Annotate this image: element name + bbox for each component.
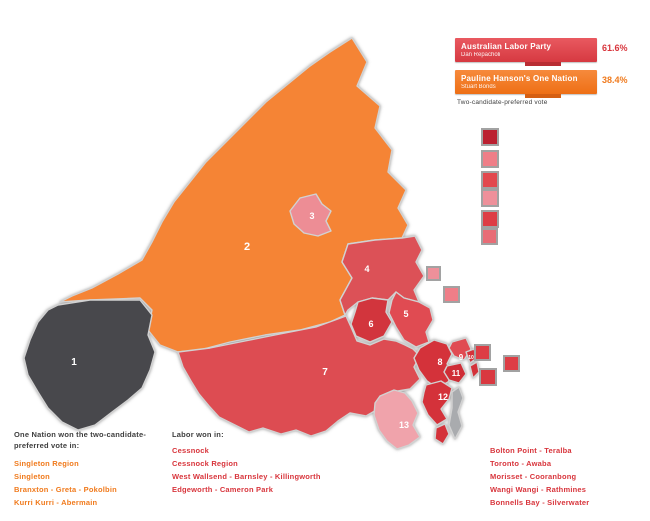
sa2-region-12 [421,380,453,426]
sa2-region-5 [388,291,434,348]
region-number-label-5: 5 [403,309,408,319]
legend-accent-tab [525,62,561,66]
region-number-label-13: 13 [399,420,409,430]
callout-square-7 [426,266,441,281]
sa2-name-item: Bonnells Bay - Silverwater [490,498,590,507]
sa2-name-item: Bolton Point - Teralba [490,446,572,455]
region-number-label-2: 2 [244,241,250,253]
sa2-name-item: Edgeworth - Cameron Park [172,485,274,494]
region-number-label-3: 3 [309,211,314,221]
one-nation-won-list: Singleton Region Singleton Branxton - Gret… [14,457,117,509]
callout-square-5 [481,210,499,228]
legend-entry-labor: Australian Labor Party Dan Repacholi [455,38,597,66]
sa2-region-13 [373,389,421,450]
bottom-legend-one-nation-header-line2: preferred vote in: [14,441,80,450]
labor-percentage: 61.6% [602,43,628,53]
callout-square-9 [474,344,491,361]
sa2-name-item: Morisset - Cooranbong [490,472,577,481]
sa2-region-11 [443,362,467,384]
sa2-name-item: Toronto - Awaba [490,459,552,468]
sa2-name-item: Singleton Region [14,459,79,468]
map-fragment-3 [434,423,450,445]
bottom-legend-one-nation-header-line1: One Nation won the two-candidate- [14,430,147,439]
candidate-name-labor: Dan Repacholi [461,52,501,58]
region-number-label-4: 4 [364,264,369,274]
one-nation-percentage: 38.4% [602,75,628,85]
region-number-label-7: 7 [322,367,328,378]
callout-square-11 [479,368,497,386]
sa2-name-item: Singleton [14,472,50,481]
sa2-name-item: Cessnock [172,446,210,455]
region-number-label-6: 6 [368,319,373,329]
legend-accent-tab [525,94,561,98]
region-number-label-1: 1 [71,357,77,368]
party-name-one-nation: Pauline Hanson's One Nation [461,74,578,83]
sa2-name-item: Cessnock Region [172,459,238,468]
callout-square-1 [481,128,499,146]
labor-won-list-right: Bolton Point - Teralba Toronto - Awaba Mor… [490,444,589,509]
bottom-legend-labor-header: Labor won in: [172,430,224,439]
region-number-label-12: 12 [438,392,448,402]
callout-square-10 [503,355,520,372]
candidate-name-one-nation: Stuart Bonds [461,84,496,90]
map-fragment-2 [469,361,480,379]
region-number-label-10: 10 [468,355,474,361]
region-number-label-9: 9 [459,353,464,362]
sa2-region-9 [448,337,472,361]
labor-won-list-left: Cessnock Cessnock Region West Wallsend - B… [172,444,321,496]
sa2-region-3 [289,193,332,237]
sa2-name-item: Wangi Wangi - Rathmines [490,485,587,494]
party-name-labor: Australian Labor Party [461,42,552,51]
callout-square-3 [481,171,499,189]
map-fragment-1 [448,386,464,440]
sa2-name-item: Branxton - Greta - Pokolbin [14,485,117,494]
region-number-label-8: 8 [437,357,442,367]
legend-entry-one-nation: Pauline Hanson's One Nation Stuart Bonds [455,70,597,98]
region-number-label-11: 11 [452,369,461,378]
sa2-region-1 [23,299,156,431]
callout-square-4 [481,189,499,207]
callout-square-2 [481,150,499,168]
sa2-name-item: Kurri Kurri - Abermain [14,498,98,507]
sa2-name-item: West Wallsend - Barnsley - Killingworth [172,472,321,481]
callout-square-8 [443,286,460,303]
sa2-region-6 [350,297,393,343]
legend-caption: Two-candidate-preferred vote [457,99,548,106]
callout-square-6 [481,228,498,245]
